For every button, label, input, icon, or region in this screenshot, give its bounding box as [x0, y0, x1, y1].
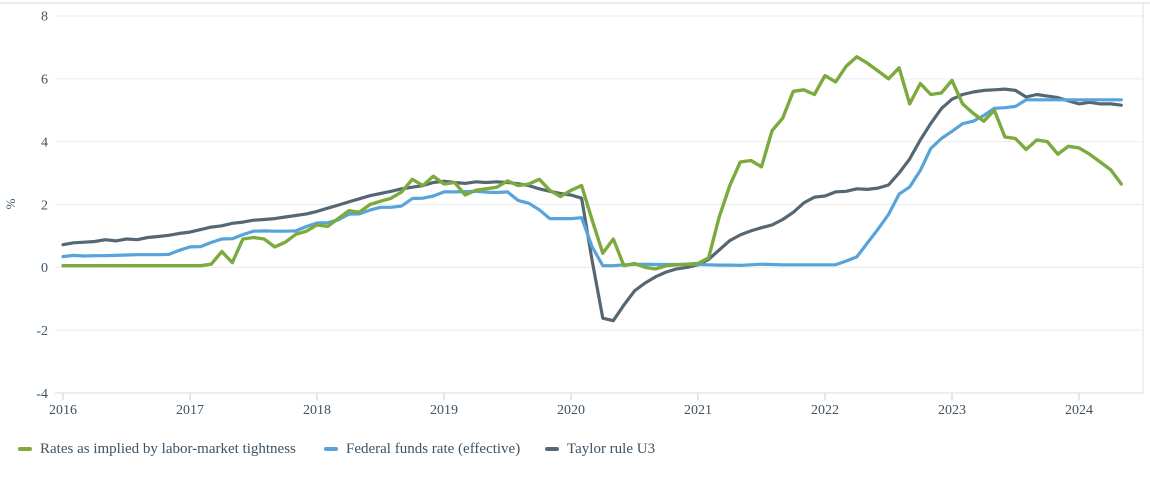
y-tick-label: 2 — [41, 198, 48, 213]
legend-swatch-blue — [324, 446, 338, 452]
series-line-labor-market-tightness — [61, 55, 1124, 271]
legend-swatch-slate — [545, 446, 559, 452]
legend-swatch-green — [18, 446, 32, 452]
x-tick-label: 2020 — [557, 403, 585, 418]
x-tick-label: 2016 — [49, 403, 77, 418]
x-tick-label: 2019 — [430, 403, 458, 418]
x-tick-label: 2017 — [176, 403, 204, 418]
x-tick-label: 2024 — [1065, 403, 1093, 418]
x-tick-label: 2023 — [938, 403, 966, 418]
legend-label: Federal funds rate (effective) — [346, 441, 521, 457]
y-tick-label: 8 — [41, 10, 48, 25]
x-tick-label: 2021 — [684, 403, 712, 418]
y-tick-label: 6 — [41, 73, 48, 88]
chart-area: 8 6 4 2 0 -2 -4% 2016 2017 2018 2019 2020 2021 2022 20… — [0, 2, 1150, 418]
legend-item-labor-market-tightness[interactable]: Rates as implied by labor-market tightne… — [18, 439, 296, 459]
legend-item-taylor-rule-u3[interactable]: Taylor rule U3 — [545, 439, 655, 459]
y-tick-label: -2 — [36, 324, 48, 339]
x-tick-label: 2022 — [811, 403, 839, 418]
y-tick-label: 4 — [41, 135, 48, 150]
chart-svg: 8 6 4 2 0 -2 -4% 2016 2017 2018 2019 2020 2021 2022 20… — [0, 2, 1150, 418]
y-tick-label: 0 — [41, 261, 48, 276]
x-tick-label: 2018 — [303, 403, 331, 418]
legend-item-federal-funds-rate[interactable]: Federal funds rate (effective) — [324, 439, 520, 459]
series-line-taylor-rule-u3 — [61, 87, 1123, 323]
y-axis-unit-label: % — [3, 198, 18, 209]
legend-label: Rates as implied by labor-market tightne… — [40, 441, 296, 457]
legend: Rates as implied by labor-market tightne… — [0, 439, 1150, 461]
series-line-federal-funds-rate — [61, 98, 1123, 268]
legend-label: Taylor rule U3 — [567, 441, 656, 457]
y-tick-label: -4 — [36, 387, 48, 402]
